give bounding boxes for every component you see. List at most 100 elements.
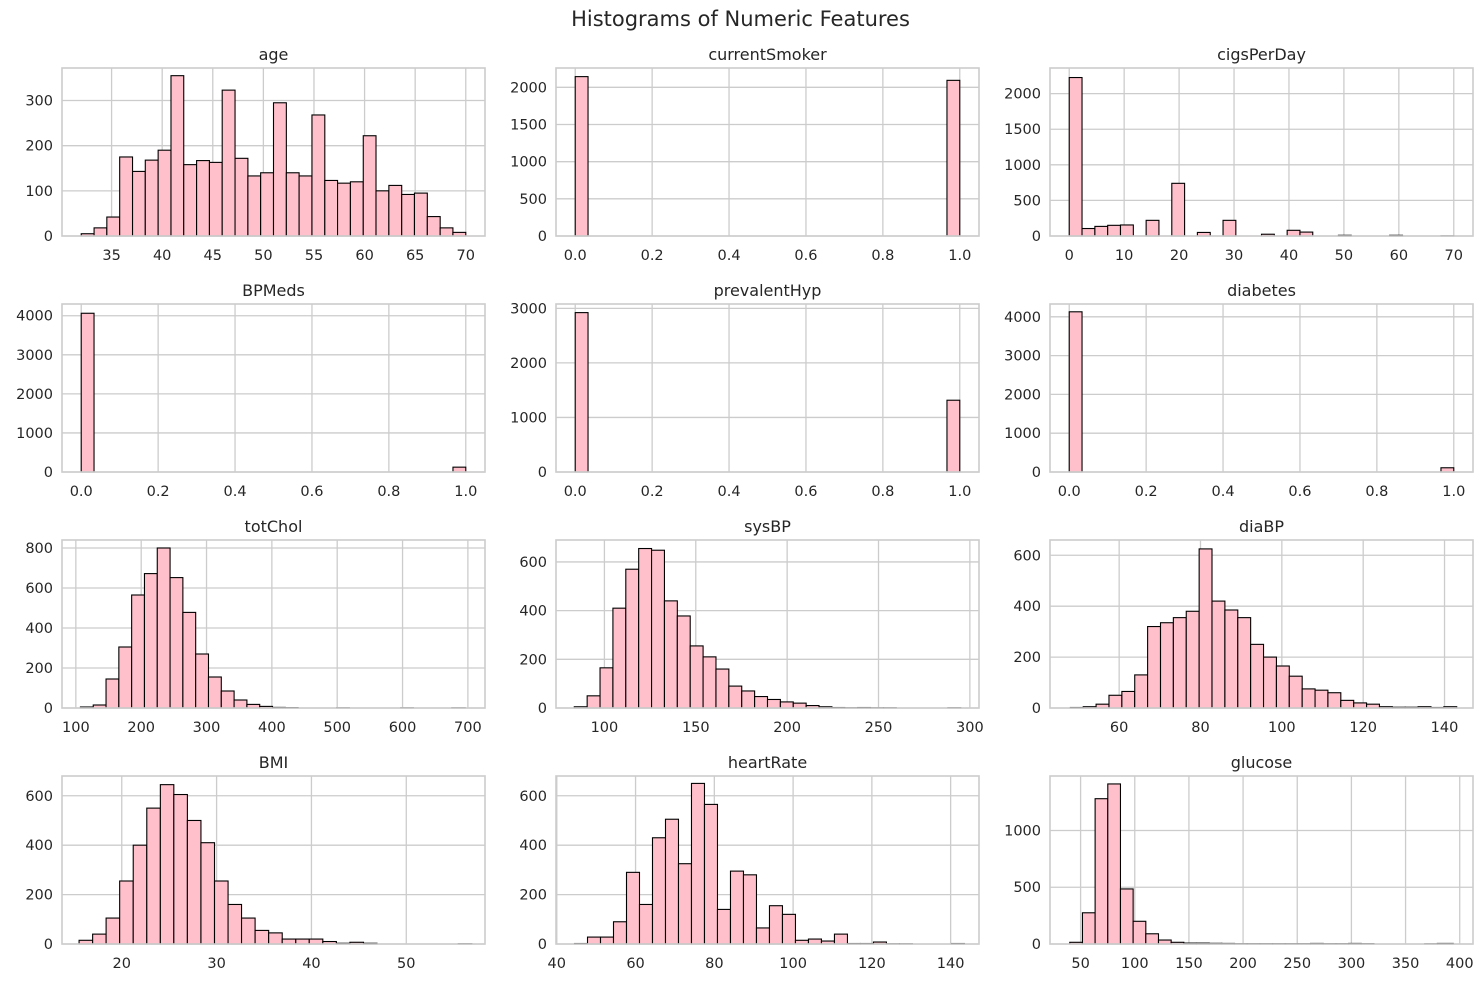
axes-frame [1049,539,1474,709]
y-tick-label: 200 [519,652,547,668]
subplot-BMI: BMI 20 30 40 50 0 200 400 600 [25,753,486,972]
x-tick-label: 0.6 [794,484,817,500]
histogram-bar [1286,229,1301,237]
x-tick-label: 10 [1115,248,1133,264]
subplot-age: age 35 40 45 50 55 60 65 70 0 100 200 300 [25,45,486,264]
x-tick-label: 0.0 [564,484,587,500]
histogram-bar [1145,933,1160,945]
histogram-bar [1132,920,1147,945]
y-tick-label: 200 [519,888,547,904]
axes-frame [61,775,486,945]
axes-frame [61,67,486,237]
histogram-bar [651,549,665,709]
x-tick-label: 150 [1175,956,1203,972]
histogram-bar [1314,689,1329,709]
y-tick-label: 600 [25,581,53,597]
histogram-bar [233,699,248,709]
x-tick-label: 300 [956,720,984,736]
x-tick-label: 400 [1446,956,1474,972]
x-tick-label: 0.2 [641,484,664,500]
histogram-bar [260,172,275,237]
histogram-bar [1147,625,1162,709]
histogram-bar [1094,798,1109,945]
histogram-bar [1107,783,1122,945]
x-tick-label: 60 [626,956,644,972]
histogram-bar [254,929,270,945]
histogram-bar [105,678,120,709]
x-tick-label: 60 [355,248,373,264]
y-tick-label: 1000 [510,410,547,426]
subplot-title: currentSmoker [708,45,827,64]
histogram-bar [676,615,691,709]
subplot-title: sysBP [744,517,791,536]
subplot-diabetes: diabetes 0.0 0.2 0.4 0.6 0.8 1.0 0 1000 2000 3000 4… [1004,281,1474,500]
x-tick-label: 200 [773,720,801,736]
histogram-bar [337,182,351,237]
histogram-bar [586,695,601,709]
subplot-cigsPerDay: cigsPerDay 0 10 20 30 40 50 60 70 0 500 1000 1500 200… [1004,45,1474,264]
histogram-bar [1288,675,1303,709]
y-tick-label: 1000 [1004,426,1041,442]
x-tick-label: 0 [1065,248,1074,264]
histogram-bar [285,172,300,237]
histogram-bar [1185,610,1200,709]
histogram-bar [703,803,719,945]
x-tick-label: 80 [1191,720,1209,736]
axes-frame [61,303,486,473]
histogram-bar [729,870,745,945]
histogram-bar [186,819,202,945]
histogram-bar [119,156,134,237]
histogram-bar [612,921,628,945]
axes-frame [1049,303,1474,473]
histogram-bar [388,184,403,237]
histogram-bar [1145,219,1160,237]
y-tick-label: 200 [25,139,53,155]
subplot-title: glucose [1231,753,1293,772]
histogram-bar [946,79,961,237]
histogram-bar [324,179,339,237]
subplot-glucose: glucose 50 100 150 200 250 300 350 400 0 500 1000 [1004,753,1474,972]
y-tick-label: 2000 [510,80,547,96]
figure-title: Histograms of Numeric Features [571,7,910,31]
y-tick-label: 200 [25,888,53,904]
histogram-bar [574,76,589,237]
histogram-bar [1068,311,1083,473]
histogram-bar [1081,912,1096,945]
y-tick-label: 500 [1013,880,1041,896]
y-tick-label: 1500 [1004,122,1041,138]
y-tick-label: 3000 [1004,349,1041,365]
x-tick-label: 0.6 [300,484,323,500]
x-tick-label: 50 [254,248,272,264]
subplot-title: totChol [245,517,303,536]
x-tick-label: 0.8 [377,484,400,500]
histogram-bar [781,913,797,945]
histogram-bar [689,645,704,709]
x-tick-label: 55 [305,248,323,264]
x-tick-label: 40 [1280,248,1298,264]
x-tick-label: 500 [323,720,351,736]
x-tick-label: 0.8 [871,484,894,500]
axes-frame [555,67,980,237]
histogram-bar [755,927,771,945]
histogram-bar [1211,600,1226,709]
histogram-bar [599,667,614,709]
y-tick-label: 1000 [1004,823,1041,839]
y-tick-label: 0 [1032,465,1041,481]
x-tick-label: 0.4 [224,484,247,500]
y-tick-label: 600 [25,789,53,805]
subplot-title: prevalentHyp [714,281,822,300]
histogram-bar [106,216,121,237]
subplot-title: diabetes [1227,281,1296,300]
x-tick-label: 700 [454,720,482,736]
histogram-bar [586,936,602,945]
histogram-bar [1275,665,1290,709]
histogram-bar [690,782,706,945]
y-tick-label: 3000 [16,348,53,364]
histogram-bar [1222,219,1237,237]
x-tick-label: 0.4 [1212,484,1235,500]
y-tick-label: 0 [538,229,547,245]
histogram-bar [105,917,121,945]
histogram-bar [625,871,641,945]
y-tick-label: 400 [25,621,53,637]
y-tick-label: 800 [25,541,53,557]
